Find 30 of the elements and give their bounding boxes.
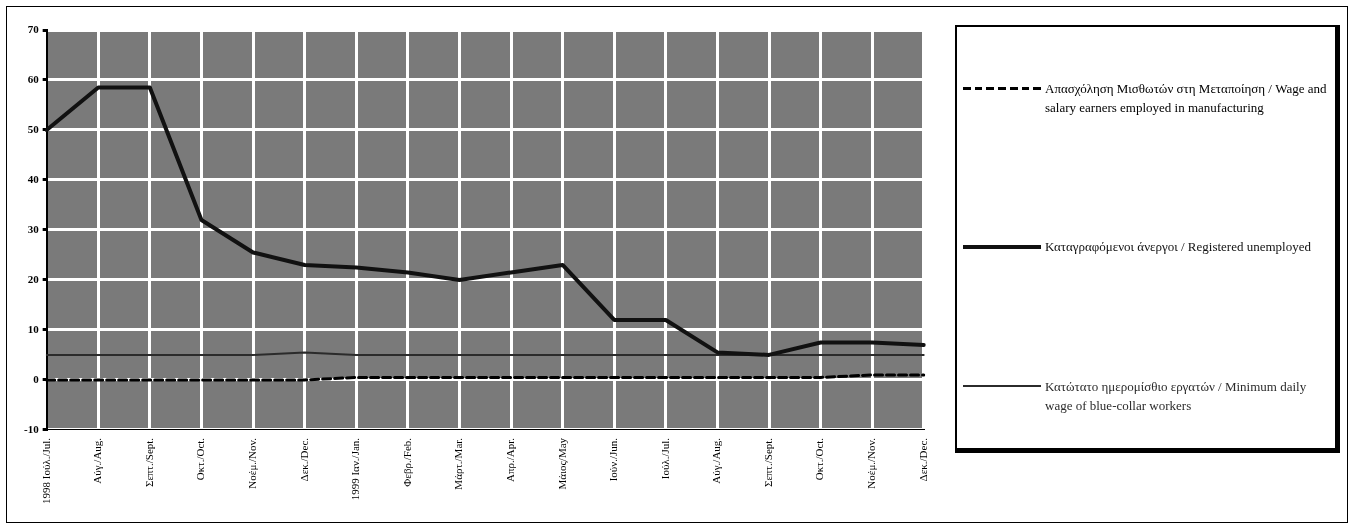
- y-tick-label: -10: [23, 422, 40, 435]
- y-tick-label: 70: [27, 22, 40, 35]
- x-tick-label: Αύγ./Aug.: [710, 437, 723, 484]
- x-tick-label: Δεκ./Dec.: [297, 437, 310, 482]
- x-tick-label: 1998 Ιούλ./Jul.: [39, 437, 52, 505]
- x-tick-label: Σεπτ./Sept.: [142, 437, 155, 488]
- y-tick-label: 60: [27, 72, 40, 85]
- legend-label: Απασχόληση Μισθωτών στη Μεταποίηση / Wage and salary earners employed in manufacturing: [1044, 80, 1327, 117]
- y-tick-label: 40: [27, 172, 40, 185]
- y-tick-label: 30: [27, 222, 40, 235]
- x-tick-label: Νοέμ./Nov.: [865, 437, 878, 489]
- y-tick-label: 50: [27, 122, 40, 135]
- x-tick-label: Μάρτ./Mar.: [452, 437, 465, 490]
- x-tick-label: Φεβρ./Feb.: [400, 437, 413, 487]
- x-tick-label: Ιούν./Jun.: [607, 437, 620, 482]
- text: Καταγραφόμενοι άνεργοι / Registered unemployed: [1044, 238, 1312, 256]
- y-tick-label: 20: [27, 272, 40, 285]
- x-tick-label: Δεκ./Dec.: [916, 437, 929, 482]
- x-tick-label: Οκτ./Oct.: [813, 437, 826, 481]
- x-tick-label: Απρ./Apr.: [503, 437, 516, 482]
- y-tick-label: 0: [33, 372, 40, 385]
- x-tick-label: Αύγ./Aug.: [91, 437, 104, 484]
- x-tick-label: Νοέμ./Nov.: [245, 437, 258, 489]
- x-tick-label: Μάιος/May: [555, 437, 568, 490]
- x-tick-label: Σεπτ./Sept.: [761, 437, 774, 488]
- text: Κατώτατο ημερομίσθιο εργατών / Minimum daily wage of blue-collar workers: [1044, 378, 1308, 415]
- x-tick-label: 1999 Ιαν./Jan.: [349, 437, 362, 501]
- x-tick-label: Οκτ./Oct.: [194, 437, 207, 481]
- x-tick-label: Ιούλ./Jul.: [658, 437, 671, 480]
- y-tick-label: 10: [27, 322, 40, 335]
